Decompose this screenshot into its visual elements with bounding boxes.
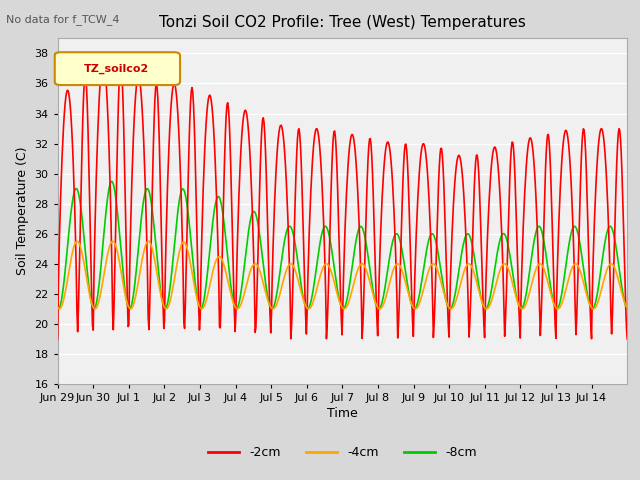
-4cm: [403, 284, 410, 290]
-2cm: [434, 201, 442, 206]
FancyBboxPatch shape: [55, 52, 180, 85]
Text: TZ_soilco2: TZ_soilco2: [84, 64, 149, 74]
-8cm: [122, 288, 129, 294]
-8cm: [588, 306, 596, 312]
-8cm: [226, 275, 234, 281]
-8cm: [254, 222, 262, 228]
-2cm: [402, 141, 410, 147]
Legend: -2cm, -4cm, -8cm: -2cm, -4cm, -8cm: [204, 441, 481, 464]
Line: -2cm: -2cm: [58, 60, 627, 339]
-2cm: [254, 247, 262, 252]
-2cm: [226, 135, 234, 141]
-8cm: [434, 249, 442, 254]
-4cm: [623, 305, 631, 311]
Line: -4cm: -4cm: [58, 241, 627, 309]
-2cm: [54, 336, 61, 342]
-2cm: [99, 58, 107, 63]
-8cm: [54, 306, 61, 312]
-8cm: [108, 179, 116, 184]
Title: Tonzi Soil CO2 Profile: Tree (West) Temperatures: Tonzi Soil CO2 Profile: Tree (West) Temp…: [159, 15, 526, 30]
-4cm: [145, 239, 152, 244]
-2cm: [122, 192, 129, 198]
Text: No data for f_TCW_4: No data for f_TCW_4: [6, 14, 120, 25]
-4cm: [226, 287, 234, 293]
Y-axis label: Soil Temperature (C): Soil Temperature (C): [16, 147, 29, 276]
-4cm: [254, 264, 262, 270]
Line: -8cm: -8cm: [58, 181, 627, 309]
-8cm: [402, 272, 410, 277]
-4cm: [435, 270, 442, 276]
-8cm: [623, 306, 631, 312]
-4cm: [120, 288, 128, 294]
-2cm: [276, 125, 284, 131]
-8cm: [276, 272, 284, 277]
-2cm: [623, 336, 631, 342]
X-axis label: Time: Time: [327, 407, 358, 420]
-4cm: [269, 306, 277, 312]
-4cm: [54, 304, 61, 310]
-4cm: [276, 289, 284, 295]
